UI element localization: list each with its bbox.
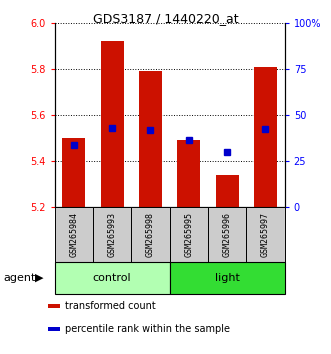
Bar bbox=[48, 327, 60, 331]
Bar bbox=[55, 262, 169, 294]
Text: GSM265995: GSM265995 bbox=[184, 212, 193, 257]
Text: GSM265998: GSM265998 bbox=[146, 212, 155, 257]
Bar bbox=[215, 175, 239, 207]
Text: transformed count: transformed count bbox=[65, 301, 155, 311]
Bar bbox=[169, 207, 208, 262]
Text: ▶: ▶ bbox=[35, 273, 43, 283]
Text: GSM265997: GSM265997 bbox=[261, 212, 270, 257]
Text: control: control bbox=[93, 273, 131, 283]
Bar bbox=[208, 207, 246, 262]
Text: GSM265984: GSM265984 bbox=[69, 212, 78, 257]
Bar bbox=[55, 207, 93, 262]
Bar bbox=[101, 41, 123, 207]
Bar bbox=[177, 141, 200, 207]
Bar bbox=[48, 304, 60, 308]
Text: GSM265996: GSM265996 bbox=[223, 212, 232, 257]
Text: percentile rank within the sample: percentile rank within the sample bbox=[65, 324, 230, 334]
Bar bbox=[246, 207, 285, 262]
Bar bbox=[254, 67, 277, 207]
Bar bbox=[169, 262, 285, 294]
Bar bbox=[62, 138, 85, 207]
Text: GDS3187 / 1440220_at: GDS3187 / 1440220_at bbox=[93, 12, 238, 25]
Bar bbox=[139, 72, 162, 207]
Text: agent: agent bbox=[3, 273, 36, 283]
Text: light: light bbox=[215, 273, 240, 283]
Text: GSM265993: GSM265993 bbox=[108, 212, 117, 257]
Bar bbox=[93, 207, 131, 262]
Bar bbox=[131, 207, 169, 262]
